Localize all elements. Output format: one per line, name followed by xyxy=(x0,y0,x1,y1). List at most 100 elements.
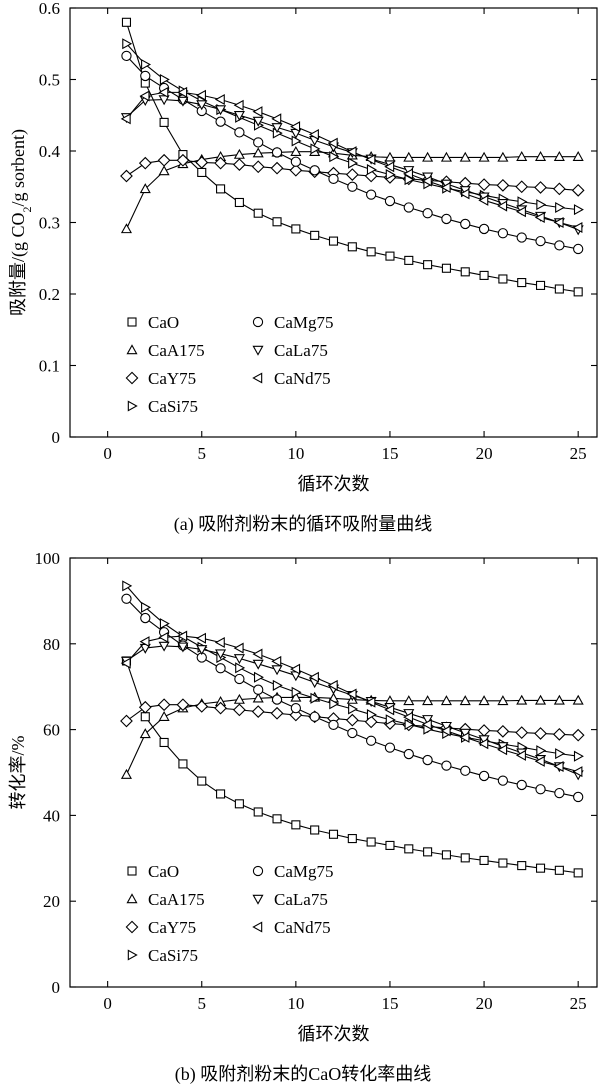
data-point xyxy=(176,153,190,167)
data-point xyxy=(403,711,414,723)
data-point xyxy=(496,724,510,738)
data-point xyxy=(157,153,171,167)
data-point xyxy=(571,728,585,742)
data-point xyxy=(478,738,489,750)
data-point xyxy=(459,695,471,706)
data-point xyxy=(310,692,321,704)
plot-frame xyxy=(69,557,598,988)
figure-caption: (a) 吸附剂粉末的循环吸附量曲线 xyxy=(174,514,432,535)
legend-label: CaMg75 xyxy=(274,313,334,332)
x-tick-label: 0 xyxy=(103,994,112,1013)
data-point xyxy=(346,688,357,700)
data-point xyxy=(572,150,584,161)
legend-marker xyxy=(252,921,263,933)
data-point xyxy=(251,160,265,174)
data-point xyxy=(573,287,583,297)
data-point xyxy=(120,768,132,779)
data-point xyxy=(384,742,396,753)
data-point xyxy=(479,270,489,280)
series-CaNd75 xyxy=(120,86,583,234)
data-point xyxy=(291,686,302,698)
y-tick-label: 0.6 xyxy=(39,0,60,18)
data-point xyxy=(384,704,395,716)
legend-label: CaNd75 xyxy=(274,369,331,388)
data-point xyxy=(517,196,528,208)
data-point xyxy=(138,700,152,714)
data-point xyxy=(233,654,245,665)
legend-marker xyxy=(252,894,264,905)
data-point xyxy=(347,181,358,192)
data-point xyxy=(552,182,566,196)
data-point xyxy=(403,168,414,180)
data-point xyxy=(157,698,171,712)
data-point xyxy=(158,710,170,721)
x-tick-label: 5 xyxy=(198,994,207,1013)
data-point xyxy=(253,671,264,683)
data-point xyxy=(515,749,526,761)
series-line xyxy=(126,635,579,773)
series-CaMg75 xyxy=(121,593,584,803)
data-point xyxy=(422,695,434,706)
data-point xyxy=(310,825,320,835)
data-point xyxy=(403,151,415,162)
data-point xyxy=(195,156,209,169)
data-point xyxy=(496,178,510,192)
data-point xyxy=(555,201,566,214)
data-point xyxy=(478,770,490,782)
data-point xyxy=(478,695,490,706)
data-point xyxy=(459,151,471,162)
data-point xyxy=(234,127,245,138)
data-point xyxy=(441,213,452,225)
data-point xyxy=(535,235,546,247)
y-axis-label: 转化率/% xyxy=(8,735,28,809)
data-point xyxy=(271,665,283,676)
legend-marker xyxy=(127,317,137,327)
data-point xyxy=(290,691,302,702)
x-tick-label: 0 xyxy=(103,444,112,463)
data-point xyxy=(291,135,302,147)
data-point xyxy=(460,853,470,863)
legend-marker xyxy=(127,949,138,961)
data-point xyxy=(159,73,170,86)
data-point xyxy=(536,745,547,757)
data-point xyxy=(516,694,528,705)
data-point xyxy=(252,106,263,118)
data-point xyxy=(365,735,377,746)
data-point xyxy=(365,696,376,708)
data-point xyxy=(233,99,244,111)
y-tick-label: 80 xyxy=(43,635,60,654)
data-point xyxy=(159,117,169,127)
legend-marker xyxy=(127,400,138,412)
legend-marker xyxy=(127,866,137,876)
data-point xyxy=(120,169,133,183)
data-point xyxy=(253,208,263,218)
data-point xyxy=(216,789,226,799)
data-point xyxy=(366,164,377,176)
legend-label: CaY75 xyxy=(148,369,196,388)
data-point xyxy=(554,240,565,251)
data-point xyxy=(423,847,433,857)
data-point xyxy=(233,693,245,704)
data-point xyxy=(347,834,357,844)
data-point xyxy=(554,865,564,875)
data-point xyxy=(498,274,508,284)
data-point xyxy=(328,173,339,185)
data-point xyxy=(291,224,301,234)
legend-marker xyxy=(126,893,138,904)
data-point xyxy=(477,178,491,191)
data-point xyxy=(403,202,414,213)
legend-marker xyxy=(125,371,139,385)
data-point xyxy=(553,150,565,161)
data-point xyxy=(122,580,133,592)
data-point xyxy=(120,113,131,125)
data-point xyxy=(478,194,489,206)
data-point xyxy=(327,137,338,149)
data-point xyxy=(497,744,508,756)
data-point xyxy=(139,728,151,739)
data-point xyxy=(573,791,584,803)
data-point xyxy=(252,692,264,703)
data-point xyxy=(289,708,303,722)
data-point xyxy=(515,206,526,218)
data-point xyxy=(516,150,528,161)
